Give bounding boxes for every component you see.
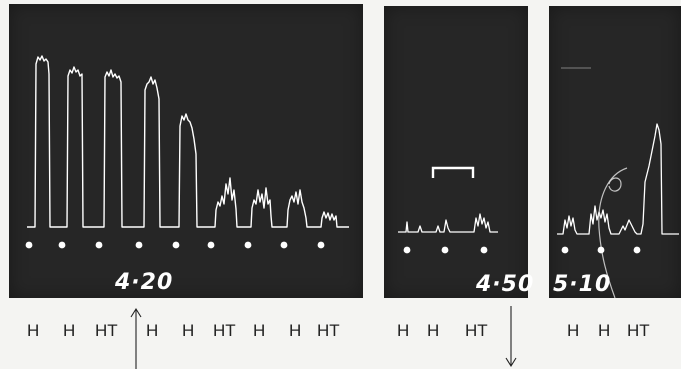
arrow-down-icon — [505, 306, 517, 368]
stimulus-dot — [25, 241, 33, 249]
trace-svg-420 — [25, 55, 349, 249]
stimulus-markers-510 — [561, 246, 641, 254]
recording-panel-450: 4·50 — [384, 6, 533, 298]
stimulus-dot — [172, 241, 180, 249]
stim-label-p1-2: H — [63, 321, 76, 340]
time-label-420: 4·20 — [115, 270, 174, 295]
stim-label-p1-1: H — [27, 321, 40, 340]
stimulus-markers-420 — [25, 241, 325, 249]
stimulus-dot — [633, 246, 641, 254]
stimulus-dot — [280, 241, 288, 249]
stim-label-p1-9: HT — [317, 321, 340, 340]
stimulus-dot — [58, 241, 66, 249]
stim-label-p2-1: H — [397, 321, 410, 340]
stimulus-dot — [403, 246, 411, 254]
hand-drawn-curve — [598, 167, 628, 298]
stim-label-p1-6: HT — [213, 321, 236, 340]
stimulus-dot — [441, 246, 449, 254]
trace-line-420 — [27, 55, 349, 228]
stim-label-p3-1: H — [567, 321, 580, 340]
stim-label-p1-3: HT — [95, 321, 118, 340]
stim-label-p1-4: H — [146, 321, 159, 340]
stimulus-dot — [561, 246, 569, 254]
stim-label-p1-8: H — [289, 321, 302, 340]
arrow-up-icon — [130, 307, 142, 369]
stim-label-p1-5: H — [182, 321, 195, 340]
trace-svg-510 — [557, 67, 679, 298]
stimulus-dot — [244, 241, 252, 249]
recording-panel-510: 5·10 — [549, 6, 681, 298]
hand-drawn-loop — [608, 177, 622, 192]
time-label-450: 4·50 — [476, 272, 535, 297]
time-label-510: 5·10 — [553, 272, 612, 297]
trace-svg-450 — [398, 166, 498, 254]
stimulus-dot — [135, 241, 143, 249]
trace-line-510 — [557, 123, 679, 235]
stimulus-dot — [317, 241, 325, 249]
stim-label-p3-3: HT — [627, 321, 650, 340]
stimulus-dot — [480, 246, 488, 254]
stim-label-p1-7: H — [253, 321, 266, 340]
stimulus-dot — [95, 241, 103, 249]
stimulus-dot — [597, 246, 605, 254]
bracket-icon — [431, 166, 475, 178]
stimulus-dot — [207, 241, 215, 249]
stimulus-markers-450 — [403, 246, 488, 254]
recording-panel-420: 4·20 — [9, 4, 363, 298]
trace-line-450 — [398, 213, 498, 233]
stim-label-p2-2: H — [427, 321, 440, 340]
stim-label-p2-3: HT — [465, 321, 488, 340]
stim-label-p3-2: H — [598, 321, 611, 340]
